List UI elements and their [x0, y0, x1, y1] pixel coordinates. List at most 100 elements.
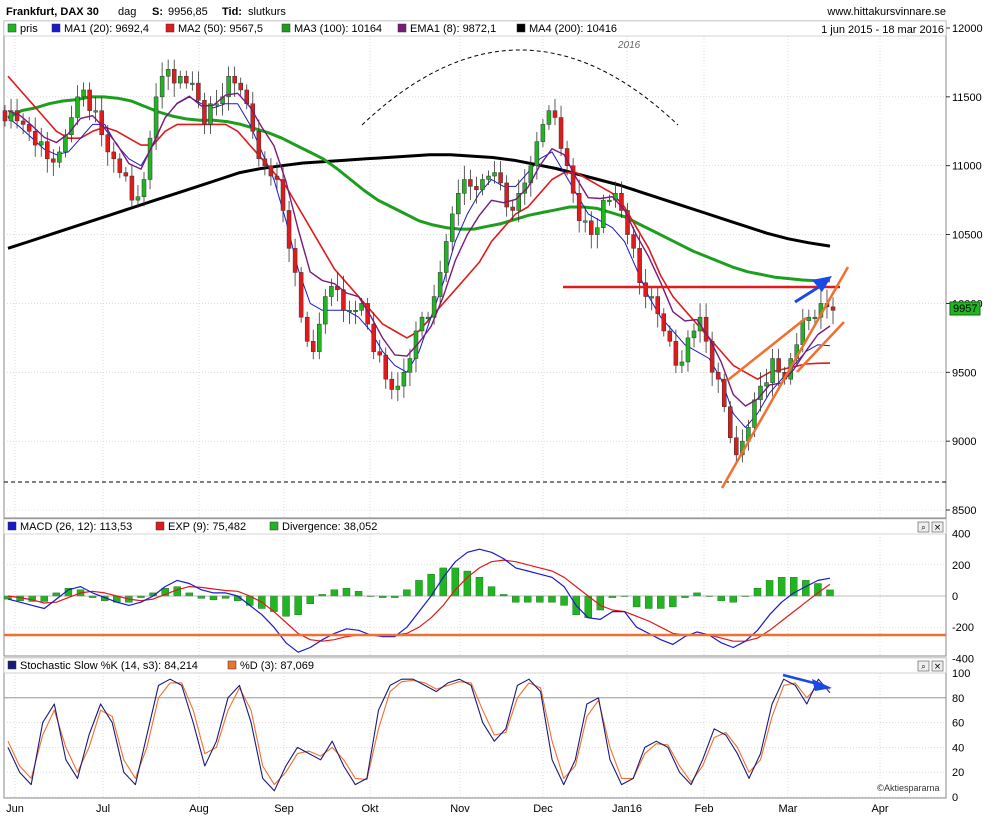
candle [178, 75, 183, 84]
last-price-value: 9957 [953, 303, 977, 315]
candle [800, 320, 806, 345]
ma200-line [7, 153, 831, 250]
divergence-bar [717, 595, 725, 601]
macd-zoom-button[interactable]: ⌕ [917, 521, 930, 533]
stoch-y-tick-label: 60 [952, 718, 964, 730]
candle [38, 141, 44, 146]
stoch-y-tick-label: 80 [952, 693, 964, 705]
candle [830, 306, 836, 311]
candle [99, 110, 104, 135]
divergence-bar [548, 595, 556, 603]
divergence-bar [512, 595, 520, 603]
divergence-bar [294, 595, 302, 615]
candle [419, 316, 425, 332]
candle [57, 151, 62, 163]
legend-label: Stochastic Slow %K (14, s3): 84,214 [20, 660, 198, 672]
candle [304, 316, 310, 342]
candle [8, 110, 14, 122]
candle [516, 193, 521, 211]
candle [728, 406, 733, 438]
price-y-tick-label: 9000 [952, 436, 976, 448]
macd-y-tick-label: 400 [952, 529, 970, 541]
candle [806, 316, 812, 321]
candle [595, 227, 600, 235]
legend-swatch [7, 23, 17, 33]
date-range: 1 jun 2015 - 18 mar 2016 [821, 24, 944, 36]
candle [667, 330, 673, 342]
divergence-bar [693, 592, 701, 597]
divergence-bar [560, 595, 568, 606]
candle [734, 437, 739, 456]
price-y-tick-label: 9500 [952, 367, 976, 379]
candle [323, 296, 328, 325]
macd-close-button[interactable]: × [931, 521, 944, 533]
candle [715, 372, 721, 380]
candle [45, 141, 50, 160]
divergence-bar [52, 592, 61, 597]
site-link[interactable]: www.hittakursvinnare.se [826, 6, 946, 18]
candle [105, 134, 110, 153]
candle [310, 341, 316, 352]
candle [546, 110, 552, 125]
x-tick-label: Jun [6, 803, 24, 815]
price-legend: pris MA1 (20): 9692,4 MA2 (50): 9567,5 MA3 … [7, 23, 617, 35]
stoch-arrow-head [812, 679, 832, 691]
candle [558, 117, 564, 149]
x-tick-label: Okt [361, 803, 378, 815]
candle [443, 241, 449, 273]
candle [280, 179, 286, 211]
stoch-close-button[interactable]: × [931, 660, 944, 672]
instrument-title: Frankfurt, DAX 30 [6, 6, 99, 18]
price-panel [3, 20, 947, 519]
candle [776, 358, 781, 373]
divergence-bar [644, 595, 653, 609]
stoch-zoom-button[interactable]: ⌕ [917, 660, 930, 672]
candle [359, 303, 364, 311]
macd-series [4, 548, 946, 653]
candle [395, 385, 401, 390]
candle [117, 158, 123, 173]
candle [147, 137, 153, 180]
macd-legend-bar [3, 518, 947, 535]
candle [135, 196, 141, 201]
candle [492, 172, 497, 177]
divergence-bar [753, 588, 762, 597]
divergence-bar [669, 595, 677, 608]
candle [87, 89, 92, 111]
candle [474, 186, 479, 191]
x-tick-label: Sep [274, 803, 294, 815]
macd-line [7, 548, 831, 653]
candle [353, 310, 358, 313]
candle [232, 75, 237, 84]
stoch-panel [3, 657, 947, 799]
legend-label: MA2 (50): 9567,5 [178, 23, 263, 35]
stoch-legend: Stochastic Slow %K (14, s3): 84,214 %D (3… [7, 660, 314, 672]
last-price-tag [949, 301, 981, 316]
candle [679, 361, 685, 366]
divergence-bar [306, 595, 314, 604]
x-tick-label: Mar [779, 803, 798, 815]
divergence-bar [765, 580, 774, 597]
legend-swatch [51, 23, 61, 33]
zoom-icon: ⌕ [921, 523, 925, 532]
legend-label: MA1 (20): 9692,4 [64, 23, 149, 35]
divergence-bar [487, 586, 496, 597]
legend-swatch [7, 521, 17, 531]
candle [14, 110, 20, 122]
legend-label: MA3 (100): 10164 [294, 23, 382, 35]
divergence-bar [729, 595, 737, 603]
divergence-bar [536, 595, 544, 603]
stoch-k-line [7, 678, 831, 792]
candle [468, 179, 473, 187]
candle [20, 120, 26, 125]
legend-label: EXP (9): 75,482 [168, 521, 246, 533]
macd-y-tick-label: -200 [952, 622, 974, 634]
candle [123, 172, 129, 177]
legend-label: %D (3): 87,069 [240, 660, 314, 672]
candle [256, 131, 262, 160]
candle [764, 382, 769, 387]
macd-panel [3, 518, 947, 657]
divergence-bar [185, 592, 194, 597]
price-y-tick-label: 11000 [952, 161, 982, 173]
candle [673, 341, 679, 366]
